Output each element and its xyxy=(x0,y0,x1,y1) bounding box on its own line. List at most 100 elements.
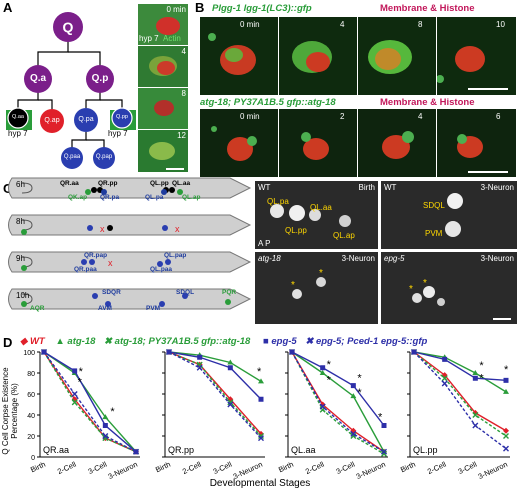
c-micro-atg18: * * atg-18 3-Neuron xyxy=(255,252,378,324)
series-line-0 xyxy=(291,351,385,453)
legend-wt: WT xyxy=(29,336,45,347)
worm-label: QR.pa xyxy=(100,194,120,201)
data-point xyxy=(227,359,234,365)
c-micro-atg18-svg: * * xyxy=(291,268,326,299)
strip-time-1: 4 xyxy=(181,47,186,56)
node-qpap: Q.pap xyxy=(95,154,113,160)
b-r1-time-0: 0 min xyxy=(240,20,260,29)
worm-label: QR.paa xyxy=(74,266,97,273)
c-micro-epg5: * * epg-5 3-Neuron xyxy=(381,252,517,324)
c-micro-wt-3neuron-svg xyxy=(445,193,463,237)
b-r2-scale-bar xyxy=(468,171,508,173)
svg-text:*: * xyxy=(423,278,427,289)
c-p1-cell-1: QL.aa xyxy=(310,203,332,212)
y-tick-label: 100 xyxy=(23,350,35,357)
legend-epg5-rescue: epg-5; Pced-1 epg-5::gfp xyxy=(315,336,428,347)
series-line-3 xyxy=(413,351,507,382)
significance-star: * xyxy=(357,387,362,399)
y-tick-label: 40 xyxy=(27,413,35,420)
strip-actin-label: Actin xyxy=(163,34,181,43)
hyp7-left-label: hyp 7 xyxy=(8,129,28,138)
hyp7-right-label: hyp 7 xyxy=(108,129,128,138)
data-point xyxy=(381,450,387,457)
data-point xyxy=(258,435,264,442)
series-line-3 xyxy=(43,351,137,453)
x-tick-label: 3-Cell xyxy=(457,460,479,477)
legend-marker-epg5-rescue: ✖ xyxy=(305,336,314,347)
svg-text:*: * xyxy=(291,280,295,291)
panel-b-row1-svg xyxy=(200,17,516,95)
svg-text:*: * xyxy=(319,268,323,279)
node-qaa: Q.aa xyxy=(12,114,24,120)
worm-label: QL.pap xyxy=(164,252,187,259)
node-qpa: Q.pa xyxy=(78,116,94,123)
worm-label: QR.aa xyxy=(60,180,79,187)
legend-marker-wt: ◆ xyxy=(20,336,28,347)
worm-label: QL.pa xyxy=(145,194,164,201)
data-point xyxy=(472,412,479,418)
panel-b-row2: 0 min 2 4 6 xyxy=(200,109,516,177)
c-p3-tl: atg-18 xyxy=(258,254,281,263)
y-tick-label: 60 xyxy=(27,392,35,399)
c-p2-cell-0: SDQL xyxy=(423,201,445,210)
c-micro-wt-birth-svg xyxy=(270,204,351,227)
c-p2-tr: 3-Neuron xyxy=(480,183,514,192)
d-xlabel: Developmental Stages xyxy=(209,478,311,489)
panel-a-strip: 0 min 4 8 12 hyp 7 Actin xyxy=(138,4,188,172)
data-point xyxy=(227,365,233,371)
worm-label: QR.pp xyxy=(98,180,118,187)
legend-marker-epg5: ■ xyxy=(262,336,269,347)
data-point xyxy=(102,423,108,428)
x-tick-label: Birth xyxy=(277,460,295,475)
chart-title: QL.aa xyxy=(291,445,316,455)
strip-time-2: 8 xyxy=(181,89,186,98)
worm-label: SDQL xyxy=(176,289,195,296)
data-point xyxy=(320,365,326,371)
data-point xyxy=(72,368,78,374)
data-point xyxy=(227,399,234,406)
series-line-4 xyxy=(168,351,262,439)
node-qpp: Q.pp xyxy=(116,114,128,120)
legend-atg18: atg-18 xyxy=(67,336,96,347)
legend-epg5: epg-5 xyxy=(271,336,297,347)
data-point xyxy=(319,370,326,375)
significance-star: * xyxy=(257,366,262,378)
significance-star: * xyxy=(357,372,362,384)
data-point xyxy=(41,349,47,355)
worm-label: AQR xyxy=(30,305,45,312)
data-point xyxy=(289,349,295,355)
data-point xyxy=(441,380,448,387)
node-qa: Q.a xyxy=(29,73,47,84)
data-point xyxy=(472,370,479,375)
panel-label-d: D xyxy=(3,335,13,350)
b-row1-title-green: Plgg-1 lgg-1(LC3)::gfp xyxy=(212,3,312,14)
series-line-3 xyxy=(291,351,385,426)
scale-bar xyxy=(166,168,184,170)
data-point xyxy=(258,378,264,384)
node-qap: Q.ap xyxy=(44,117,60,124)
data-point xyxy=(227,401,234,408)
c-p4-tl: epg-5 xyxy=(384,254,405,263)
series-line-1 xyxy=(43,351,137,453)
legend-marker-atg18-rescue: ✖ xyxy=(104,336,113,347)
data-point xyxy=(196,364,203,371)
x-tick-label: 3-Cell xyxy=(87,460,109,477)
data-point xyxy=(503,388,509,394)
b-r2-time-0: 0 min xyxy=(240,112,260,121)
data-point xyxy=(350,383,356,389)
series-line-1 xyxy=(168,351,262,382)
data-point xyxy=(472,422,479,429)
series-line-1 xyxy=(413,351,507,393)
x-tick-label: 2-Cell xyxy=(181,460,203,477)
significance-star: * xyxy=(79,366,84,378)
b-row2-title-red: Membrane & Histone xyxy=(380,97,475,108)
legend-marker-atg18: ▲ xyxy=(55,336,65,347)
node-q: Q xyxy=(62,19,74,35)
b-r1-time-1: 4 xyxy=(340,20,345,29)
worm-label: QR.pap xyxy=(84,252,108,259)
series-line-2 xyxy=(43,351,137,453)
series-line-4 xyxy=(291,351,385,453)
strip-hyp7-label: hyp 7 xyxy=(139,34,159,43)
